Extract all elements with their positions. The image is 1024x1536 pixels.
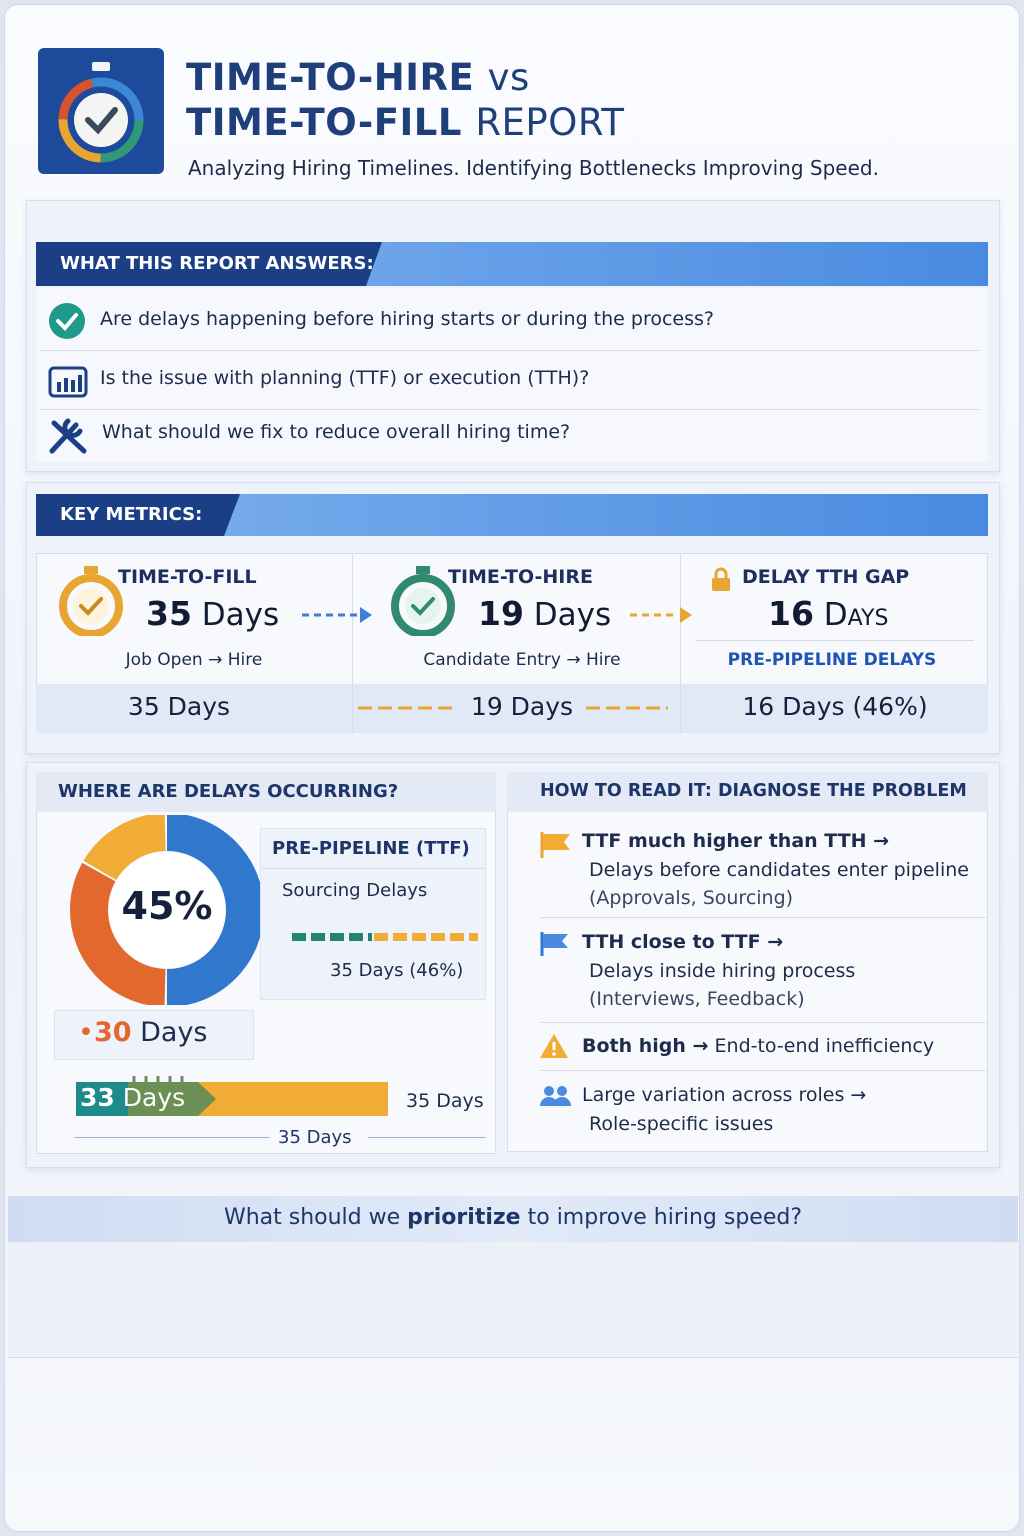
question: What should we fix to reduce overall hir… xyxy=(102,421,571,443)
diagnosis-note: (Approvals, Sourcing) xyxy=(589,887,794,909)
metric-label: DELAY TTH GAP xyxy=(742,566,910,588)
metric-caption: Candidate Entry → Hire xyxy=(423,650,621,670)
legend-value: 35 Days (46%) xyxy=(330,960,464,981)
diagnosis-line: Both high → End-to-end inefficiency xyxy=(582,1035,934,1057)
timer-icon xyxy=(59,566,123,636)
callout-box xyxy=(54,1010,254,1060)
diagnosis-title: TTH close to TTF → xyxy=(582,931,784,953)
bar-end-label: 35 Days xyxy=(406,1090,484,1112)
metric-value: 16 Days xyxy=(768,594,888,633)
separator xyxy=(40,350,980,351)
metric-unit: Days xyxy=(823,597,889,633)
metric-unit: Days xyxy=(201,597,280,633)
legend-box xyxy=(260,828,486,1000)
metric-footer: 35 Days xyxy=(127,692,231,721)
bar-number: 33 xyxy=(80,1083,115,1112)
metric-number: 16 xyxy=(768,594,814,633)
diagnosis-detail: Role-specific issues xyxy=(589,1113,774,1135)
footer-emphasis: prioritize xyxy=(407,1205,521,1230)
timer-icon xyxy=(391,566,455,636)
arrow xyxy=(302,607,372,623)
flag-icon xyxy=(540,832,570,858)
warning-icon xyxy=(540,1034,568,1058)
footer-text: What should we xyxy=(223,1205,401,1230)
footer-bar xyxy=(8,1196,1018,1242)
title-light: vs xyxy=(487,56,530,99)
heading: KEY METRICS: xyxy=(36,494,240,536)
bar-label: 33 Days xyxy=(80,1083,185,1112)
metric-label: TIME-TO-FILL xyxy=(118,566,257,588)
footer-question: What should we prioritize to improve hir… xyxy=(8,1205,1018,1230)
diagnosis-note: (Interviews, Feedback) xyxy=(589,988,805,1010)
donut-label: 45% xyxy=(121,884,213,928)
metric-unit: Days xyxy=(533,597,612,633)
metric-footer: 19 Days xyxy=(470,692,574,721)
separator xyxy=(540,917,986,918)
metric-value: 19 Days xyxy=(478,594,611,633)
question: Are delays happening before hiring start… xyxy=(100,308,714,330)
heading: WHERE ARE DELAYS OCCURRING? xyxy=(58,781,399,802)
bar xyxy=(76,1076,388,1116)
lock-icon xyxy=(712,567,730,591)
tools-icon xyxy=(49,418,87,454)
metric-footer: 16 Days (46%) xyxy=(742,692,928,721)
separator xyxy=(696,640,974,641)
header-icon xyxy=(38,48,164,174)
separator xyxy=(540,1070,986,1071)
diagnosis-heading-bar xyxy=(507,772,988,812)
legend-swatch xyxy=(292,933,478,941)
title-light: REPORT xyxy=(475,101,625,144)
dash-decor xyxy=(358,706,668,710)
metric-number: 19 xyxy=(478,594,524,633)
delays-heading-bar xyxy=(36,772,496,812)
diagnosis-title: Both high → xyxy=(582,1035,709,1057)
diagnosis-title: TTF much higher than TTH → xyxy=(582,830,890,852)
axis-line xyxy=(74,1137,270,1138)
legend-item: Sourcing Delays xyxy=(282,880,428,901)
footer-area xyxy=(8,1242,1018,1358)
flag-icon xyxy=(540,932,568,956)
bar-unit: Days xyxy=(122,1083,186,1112)
diagnosis-detail: Delays inside hiring process xyxy=(589,960,856,982)
callout-unit: Days xyxy=(140,1017,208,1048)
title-strong: TIME-TO-FILL xyxy=(186,101,462,144)
questions-body xyxy=(36,288,988,462)
metric-caption: PRE-PIPELINE DELAYS xyxy=(727,650,937,670)
separator xyxy=(40,409,980,410)
diagnosis-title: Large variation across roles → xyxy=(582,1084,867,1106)
callout-number: 30 xyxy=(93,1017,132,1048)
title-line: TIME-TO-HIRE vs xyxy=(186,56,530,99)
separator xyxy=(262,868,484,869)
metric-caption: Job Open → Hire xyxy=(125,650,263,670)
metric-label: TIME-TO-HIRE xyxy=(448,566,593,588)
check-icon xyxy=(49,303,85,339)
heading: HOW TO READ IT: DIAGNOSE THE PROBLEM xyxy=(540,781,967,801)
separator xyxy=(540,1022,986,1023)
metric-value: 35 Days xyxy=(146,594,279,633)
callout: •30 Days xyxy=(78,1017,208,1048)
divider xyxy=(352,553,353,733)
axis-label: 35 Days xyxy=(278,1127,352,1148)
heading: WHAT THIS REPORT ANSWERS: xyxy=(36,242,382,286)
footer-text: to improve hiring speed? xyxy=(527,1205,803,1230)
diagnosis-detail: Delays before candidates enter pipeline xyxy=(589,859,969,881)
title-strong: TIME-TO-HIRE xyxy=(186,56,475,99)
metrics-footer-strip xyxy=(36,684,988,733)
people-icon xyxy=(540,1086,571,1106)
diagnosis-box xyxy=(507,772,988,1152)
diagnosis-detail: End-to-end inefficiency xyxy=(714,1035,935,1057)
axis-line xyxy=(368,1137,486,1138)
subtitle: Analyzing Hiring Timelines. Identifying … xyxy=(188,156,879,180)
arrow xyxy=(630,607,692,623)
metric-number: 35 xyxy=(146,594,192,633)
legend-title: PRE-PIPELINE (TTF) xyxy=(272,838,470,859)
donut xyxy=(70,815,264,1005)
chart-icon xyxy=(48,366,88,398)
divider xyxy=(680,553,681,733)
question: Is the issue with planning (TTF) or exec… xyxy=(100,367,590,389)
title-line: TIME-TO-FILL REPORT xyxy=(186,101,624,144)
